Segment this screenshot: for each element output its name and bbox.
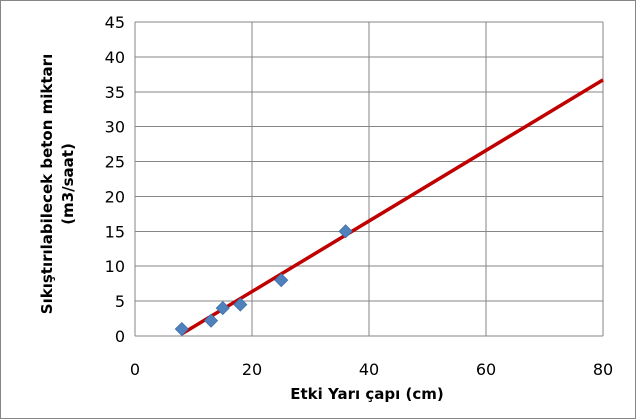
y-tick-label: 25	[105, 153, 125, 172]
y-tick-label: 40	[105, 48, 125, 67]
data-point-marker	[274, 273, 289, 288]
x-tick-label: 60	[476, 360, 496, 379]
x-tick-label: 20	[242, 360, 262, 379]
x-axis-tick-labels: 0 20 40 60 80	[130, 360, 613, 379]
gridlines	[134, 21, 604, 337]
y-tick-label: 35	[105, 83, 125, 102]
y-tick-label: 5	[115, 292, 125, 311]
data-point-marker	[174, 321, 189, 337]
y-axis-tick-labels: 0 5 10 15 20 25 30 35 40 45	[105, 13, 125, 346]
x-tick-label: 0	[130, 360, 140, 379]
linear-trendline	[180, 78, 604, 336]
data-point-marker	[215, 301, 230, 316]
y-tick-label: 15	[105, 222, 125, 241]
data-point-marker	[203, 313, 219, 328]
x-tick-label: 40	[359, 360, 379, 379]
data-series	[174, 78, 604, 337]
x-axis-title: Etki Yarı çapı (cm)	[290, 385, 443, 403]
data-point-marker	[233, 297, 248, 312]
y-tick-label: 0	[115, 327, 125, 346]
y-tick-label: 30	[105, 118, 125, 137]
y-tick-label: 45	[105, 13, 125, 32]
x-tick-label: 80	[593, 360, 613, 379]
y-tick-label: 20	[105, 187, 125, 206]
y-axis-title-line2: (m3/saat)	[59, 143, 77, 225]
y-axis-title-line1: Sıkıştırılabilecek beton miktarı	[38, 54, 56, 314]
data-point-marker	[338, 224, 353, 239]
y-tick-label: 10	[105, 257, 125, 276]
y-axis-title: Sıkıştırılabilecek beton miktarı (m3/saa…	[38, 54, 77, 314]
